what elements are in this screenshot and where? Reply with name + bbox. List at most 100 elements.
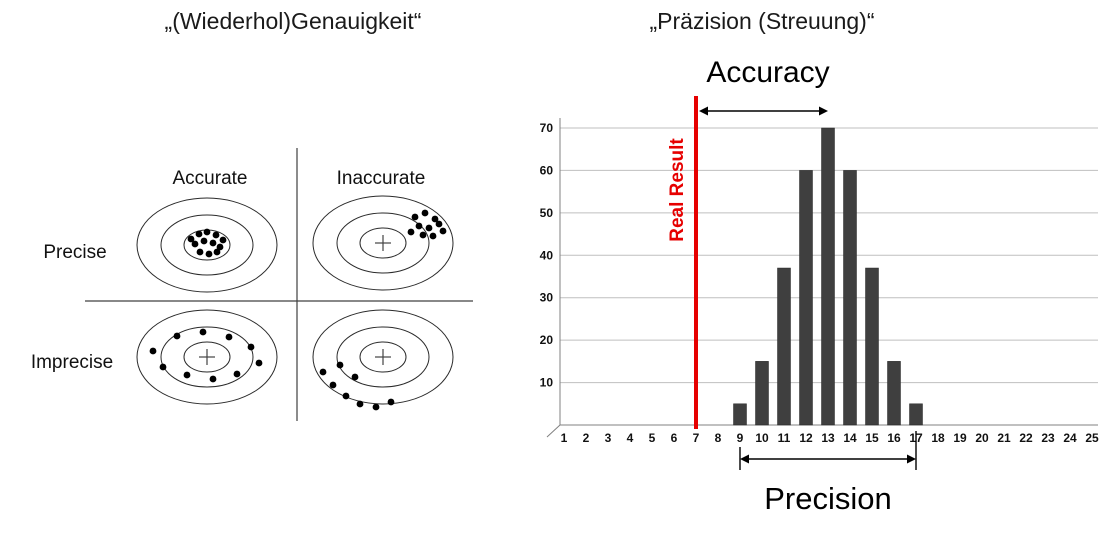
- x-tick-label: 25: [1085, 431, 1099, 445]
- axis-3d-edge: [546, 424, 561, 438]
- row-label-imprecise: Imprecise: [31, 352, 113, 373]
- bar-x15: [865, 267, 879, 426]
- x-tick-label: 1: [561, 431, 568, 445]
- data-dot: [419, 231, 427, 239]
- data-dot: [356, 400, 364, 408]
- y-tick-label: 30: [540, 291, 554, 305]
- column-label-inaccurate: Inaccurate: [337, 168, 426, 189]
- data-dot: [351, 373, 359, 381]
- data-dot: [219, 236, 227, 244]
- data-dot: [415, 222, 423, 230]
- quadrant-imprecise-inaccurate: [312, 309, 454, 411]
- data-dot: [421, 209, 429, 217]
- data-dot: [203, 228, 211, 236]
- y-tick-label: 10: [540, 376, 554, 390]
- quadrant-precise-accurate: [136, 197, 278, 293]
- data-dot: [407, 228, 415, 236]
- x-tick-label: 19: [953, 431, 967, 445]
- x-tick-label: 16: [887, 431, 901, 445]
- x-tick-label: 12: [799, 431, 813, 445]
- x-tick-label: 10: [755, 431, 769, 445]
- data-dot: [411, 213, 419, 221]
- data-dot: [209, 239, 217, 247]
- y-tick-label: 70: [540, 121, 554, 135]
- accuracy-label: Accuracy: [706, 56, 830, 89]
- quadrant-imprecise-accurate: [136, 309, 278, 405]
- precision-arrow-head-left: [740, 454, 749, 464]
- target-ring: [359, 341, 407, 373]
- target-ring: [160, 326, 254, 388]
- data-dot: [342, 392, 350, 400]
- x-tick-label: 4: [627, 431, 634, 445]
- data-dot: [209, 375, 217, 383]
- x-tick-label: 23: [1041, 431, 1055, 445]
- data-dot: [196, 248, 204, 256]
- accuracy-arrow-head-right: [819, 106, 828, 116]
- precision-accuracy-quadrant-diagram: Accurate Inaccurate Precise Imprecise: [31, 148, 473, 421]
- x-tick-label: 9: [737, 431, 744, 445]
- data-dot: [191, 240, 199, 248]
- data-dot: [149, 347, 157, 355]
- data-dot: [199, 328, 207, 336]
- data-dot: [213, 248, 221, 256]
- x-tick-label: 14: [843, 431, 857, 445]
- target-ring: [136, 197, 278, 293]
- x-tick-label: 20: [975, 431, 989, 445]
- right-panel-title: „Präzision (Streuung)“: [649, 8, 875, 34]
- x-tick-label: 18: [931, 431, 945, 445]
- x-tick-label: 21: [997, 431, 1011, 445]
- x-tick-label: 2: [583, 431, 590, 445]
- real-result-label: Real Result: [667, 138, 688, 242]
- data-dot: [195, 230, 203, 238]
- y-tick-label: 40: [540, 248, 554, 262]
- target-ring: [160, 214, 254, 276]
- x-tick-label: 24: [1063, 431, 1077, 445]
- y-tick-label: 20: [540, 333, 554, 347]
- target-ring: [336, 326, 430, 388]
- data-dot: [187, 235, 195, 243]
- data-dot: [225, 333, 233, 341]
- data-dot: [372, 403, 380, 411]
- data-dot: [319, 368, 327, 376]
- quadrant-precise-inaccurate: [312, 195, 454, 291]
- data-dot: [435, 220, 443, 228]
- target-ring: [312, 195, 454, 291]
- target-ring: [312, 309, 454, 405]
- x-tick-label: 11: [778, 431, 791, 445]
- data-dot: [439, 227, 447, 235]
- target-ring: [359, 227, 407, 259]
- data-dot: [159, 363, 167, 371]
- x-tick-label: 8: [715, 431, 722, 445]
- x-tick-label: 15: [865, 431, 879, 445]
- target-ring: [136, 309, 278, 405]
- bar-x16: [887, 361, 901, 426]
- accuracy-arrow-head-left: [699, 106, 708, 116]
- data-dot: [431, 215, 439, 223]
- precision-arrow-head-right: [907, 454, 916, 464]
- bar-x11: [777, 267, 791, 426]
- data-dot: [173, 332, 181, 340]
- y-tick-label: 60: [540, 163, 554, 177]
- bar-x14: [843, 170, 857, 426]
- bar-x13: [821, 127, 835, 426]
- x-tick-label: 5: [649, 431, 656, 445]
- target-ring: [336, 212, 430, 274]
- data-dot: [255, 359, 263, 367]
- data-dot: [247, 343, 255, 351]
- data-dot: [216, 243, 224, 251]
- data-dot: [205, 250, 213, 258]
- data-dot: [233, 370, 241, 378]
- bar-x12: [799, 170, 813, 426]
- data-dot: [200, 237, 208, 245]
- data-dot: [425, 224, 433, 232]
- data-dot: [183, 371, 191, 379]
- bar-x10: [755, 361, 769, 426]
- x-tick-label: 13: [821, 431, 835, 445]
- data-dot: [429, 232, 437, 240]
- bar-x9: [733, 403, 747, 426]
- data-dot: [387, 398, 395, 406]
- data-dot: [336, 361, 344, 369]
- data-dot: [329, 381, 337, 389]
